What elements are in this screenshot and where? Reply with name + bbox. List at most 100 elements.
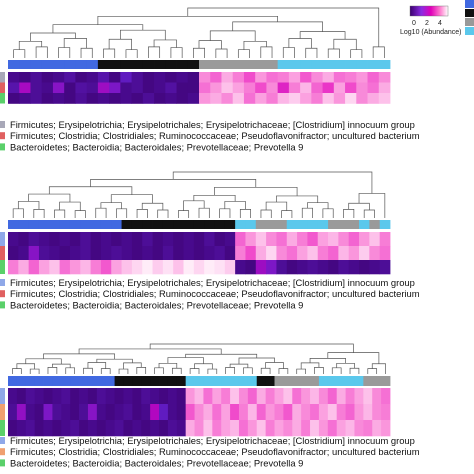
heatmap-cell: [379, 232, 391, 247]
group-bar-cell: [317, 220, 329, 229]
heatmap-cell: [28, 246, 40, 261]
heatmap-cell: [114, 420, 124, 437]
heatmap-cell: [141, 388, 151, 405]
group-bar-cell: [176, 376, 187, 386]
heatmap-cell: [59, 246, 71, 261]
group-bar-cell: [131, 220, 143, 229]
heatmap-cell: [162, 232, 174, 247]
heatmap-cell: [266, 246, 277, 261]
heatmap-cell: [49, 246, 61, 261]
heatmap-cell: [243, 72, 256, 83]
heatmap-cell: [356, 72, 368, 83]
dendrogram-branch: [87, 362, 107, 369]
row-label: Firmicutes; Clostridia; Clostridiales; R…: [10, 446, 420, 457]
dendrogram-branch: [100, 368, 111, 374]
dendrogram-branch: [178, 210, 190, 218]
heatmap-cell: [59, 260, 71, 275]
group-bar-cell: [97, 60, 110, 69]
heatmap-cell: [379, 260, 391, 275]
row-side-color: [0, 404, 5, 420]
heatmap-cell: [245, 232, 257, 247]
heatmap-cell: [348, 232, 360, 247]
heatmap-cell: [336, 388, 346, 405]
heatmap-cell: [111, 232, 122, 247]
dendrogram-branch: [225, 367, 235, 374]
heatmap-cell: [38, 260, 50, 275]
heatmap-cell: [8, 420, 18, 437]
dendrogram-branch: [153, 39, 177, 48]
heatmap-cell: [154, 93, 166, 104]
dendrogram-branch: [63, 38, 87, 49]
heatmap-cell: [238, 388, 249, 405]
dendrogram-branch: [48, 186, 133, 195]
heatmap-cell: [123, 404, 133, 421]
dendrogram-branch: [54, 209, 66, 218]
group-bar-cell: [359, 220, 370, 229]
heatmap-cell: [19, 93, 31, 104]
group-bar-cell: [277, 60, 290, 69]
heatmap-cell: [154, 82, 166, 94]
heatmap-cell: [18, 232, 30, 247]
row-side-color: [0, 246, 5, 260]
heatmap-cell: [159, 420, 169, 437]
dendrogram-branch: [367, 368, 378, 374]
dendrogram-branch: [28, 193, 71, 203]
heatmap-cell: [286, 260, 298, 275]
dendrogram-branch: [243, 40, 267, 50]
group-bar-cell: [111, 220, 122, 229]
heatmap-cell: [255, 232, 267, 247]
group-bar-cell: [43, 376, 53, 386]
heatmap-cell: [317, 232, 329, 247]
group-bar-cell: [162, 220, 174, 229]
group-bar-cell: [187, 60, 200, 69]
group-bar-cell: [49, 220, 61, 229]
heatmap-cell: [187, 82, 200, 94]
group-bar-cell: [378, 60, 391, 69]
dendrogram-branch: [309, 358, 346, 364]
heatmap-cell: [165, 93, 177, 104]
dendrogram-branch: [158, 362, 178, 369]
heatmap-cell: [354, 388, 364, 405]
heatmap-cell: [150, 420, 160, 437]
dendrogram-branch: [116, 208, 128, 218]
group-bar-cell: [255, 220, 267, 229]
group-bar-cell: [59, 220, 71, 229]
dendrogram-branch: [207, 368, 218, 374]
heatmap-cell: [64, 93, 76, 104]
heatmap-cell: [25, 420, 36, 437]
dendrogram-branch: [363, 209, 375, 218]
heatmap-cell: [307, 232, 319, 247]
dendrogram-branch: [305, 47, 318, 58]
dendrogram-branch: [80, 47, 93, 58]
heatmap-cell: [204, 232, 215, 247]
heatmap-cell: [80, 246, 91, 261]
heatmap-cell: [38, 232, 50, 247]
group-bar-cell: [183, 220, 195, 229]
heatmap-cell: [80, 260, 91, 275]
heatmap-cell: [173, 260, 184, 275]
heatmap-cell: [286, 232, 298, 247]
dendrogram-branch: [327, 352, 380, 364]
heatmap-cell: [69, 246, 81, 261]
row-side-color: [0, 93, 5, 104]
group-bar-cell: [87, 376, 98, 386]
heatmap-cell: [176, 404, 187, 421]
heatmap-cell: [8, 232, 19, 247]
heatmap-cell: [64, 72, 76, 83]
dendrogram-branch: [198, 40, 222, 49]
heatmap-cell: [277, 72, 290, 83]
heatmap-cell: [142, 260, 153, 275]
group-bar-cell: [247, 376, 258, 386]
heatmap-cell: [276, 232, 288, 247]
heatmap-cell: [121, 246, 133, 261]
group-bar-cell: [372, 376, 382, 386]
heatmap-cell: [255, 93, 267, 104]
group-bar-cell: [154, 60, 166, 69]
group-bar-cell: [230, 376, 240, 386]
group-bar-cell: [255, 60, 267, 69]
heatmap-cell: [109, 93, 121, 104]
heatmap-panel-3: Firmicutes; Erysipelotrichia; Erysipelot…: [0, 343, 420, 468]
dendrogram-branch: [371, 363, 386, 374]
row-side-color: [0, 232, 5, 246]
dendrogram-branch: [30, 32, 76, 42]
